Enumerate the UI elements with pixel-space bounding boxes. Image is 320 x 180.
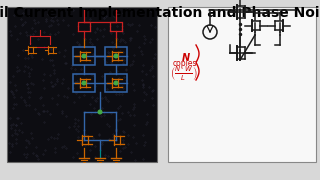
Bar (7, 7, 157, 162)
Bar (168, 7, 316, 162)
Circle shape (98, 110, 102, 114)
Text: Tail Current Implementation and Phase Noise: Tail Current Implementation and Phase No… (0, 6, 320, 20)
Text: $\left(\frac{N \cdot W}{L}\right)$: $\left(\frac{N \cdot W}{L}\right)$ (170, 65, 198, 83)
Text: N: N (182, 53, 190, 63)
Text: copies: copies (173, 60, 197, 69)
Bar (73, 74, 95, 92)
Circle shape (82, 54, 86, 58)
Circle shape (114, 54, 118, 58)
Bar (105, 47, 127, 65)
Bar (73, 47, 95, 65)
Circle shape (82, 81, 86, 85)
Circle shape (114, 81, 118, 85)
Bar (105, 74, 127, 92)
